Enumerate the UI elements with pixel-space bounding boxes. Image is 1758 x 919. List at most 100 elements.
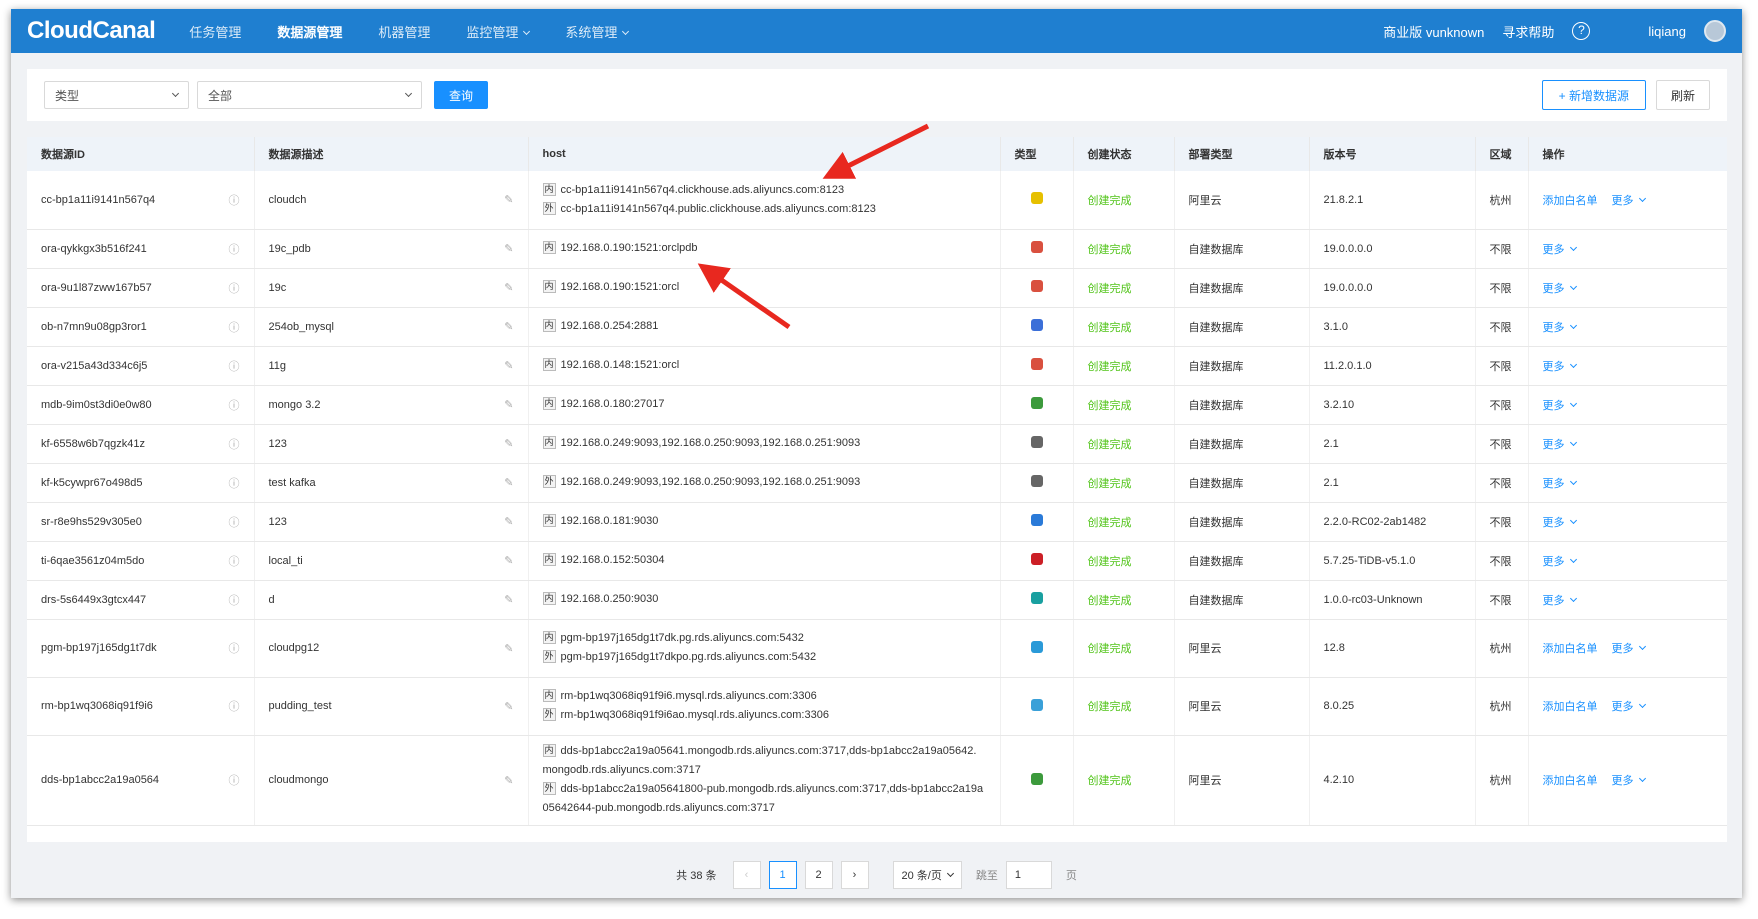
action-link[interactable]: 更多: [1543, 477, 1577, 490]
nav-item[interactable]: 系统管理: [565, 22, 630, 41]
nav-item[interactable]: 机器管理: [378, 24, 431, 40]
action-text: 更多: [1611, 701, 1634, 713]
action-link[interactable]: 更多: [1543, 321, 1577, 334]
type-icon: [1030, 640, 1043, 653]
info-icon[interactable]: ⓘ: [228, 282, 240, 295]
action-link[interactable]: 更多: [1542, 243, 1577, 256]
desc-cell: cloudch ✎: [254, 171, 529, 230]
edit-icon[interactable]: ✎: [504, 516, 514, 528]
region: 杭州: [1489, 701, 1512, 713]
help[interactable]: 寻求帮助: [1502, 24, 1555, 40]
info-icon[interactable]: ⓘ: [228, 555, 240, 568]
info-icon[interactable]: ⓘ: [228, 643, 240, 655]
query-button[interactable]: 查询: [434, 81, 489, 109]
region: 杭州: [1489, 643, 1512, 655]
action-text: 更多: [1542, 243, 1565, 256]
deploy-type: 自建数据库: [1188, 243, 1244, 256]
id-cell: cc-bp1a11i9141n567q4 ⓘ: [27, 171, 255, 230]
edit-icon[interactable]: ✎: [504, 594, 514, 606]
edit-icon[interactable]: ✎: [504, 700, 514, 713]
region-cell: 不限: [1475, 346, 1529, 386]
status: 创建完成: [1087, 243, 1132, 256]
next[interactable]: ›: [840, 861, 869, 889]
edit-icon[interactable]: ✎: [504, 477, 514, 489]
region-cell: 不限: [1475, 463, 1529, 503]
add-button[interactable]: + 新增数据源: [1541, 80, 1646, 110]
id-cell: dds-bp1abcc2a19a0564 ⓘ: [27, 735, 255, 826]
host-line: 内 dds-bp1abcc2a19a05641.mongodb.rds.aliyu…: [542, 742, 986, 780]
info-icon[interactable]: ⓘ: [228, 321, 240, 334]
host-cell: 内 pgm-bp197j165dg1t7dk.pg.rds.aliyuncs.co…: [528, 619, 1001, 678]
region: 不限: [1489, 516, 1512, 529]
info-icon[interactable]: ⓘ: [228, 399, 240, 412]
edit-icon[interactable]: ✎: [504, 555, 514, 567]
edit-icon[interactable]: ✎: [504, 194, 514, 207]
type-icon: [1030, 241, 1043, 253]
action-link[interactable]: 更多: [1611, 700, 1646, 713]
action-link[interactable]: 更多: [1612, 642, 1646, 655]
type-cell: [1000, 619, 1074, 678]
action-link[interactable]: 更多: [1612, 194, 1646, 207]
action-text: 添加白名单: [1542, 194, 1598, 207]
edit-icon[interactable]: ✎: [504, 438, 514, 450]
action-link[interactable]: 更多: [1543, 594, 1577, 607]
action-link[interactable]: 更多: [1543, 438, 1577, 451]
nav-item[interactable]: 数据源管理: [277, 24, 343, 40]
edit-icon[interactable]: ✎: [504, 642, 514, 655]
column-header: 数据源描述: [254, 137, 529, 171]
action-link[interactable]: 更多: [1543, 399, 1577, 412]
datasource-id: drs-5s6449x3gtcx447: [41, 593, 147, 606]
status: 创建完成: [1087, 701, 1132, 713]
edit-icon[interactable]: ✎: [504, 282, 514, 294]
edition: 商业版 vunknown: [1383, 24, 1485, 40]
info-icon[interactable]: ⓘ: [228, 194, 240, 207]
region: 不限: [1489, 555, 1512, 568]
info-icon[interactable]: ⓘ: [228, 243, 240, 256]
datasource-id: ora-9u1l87zww167b57: [41, 281, 152, 294]
action-link[interactable]: 添加白名单: [1543, 195, 1598, 207]
edit-icon[interactable]: ✎: [504, 399, 514, 411]
deploy-cell: 自建数据库: [1174, 229, 1310, 269]
action-link[interactable]: 添加白名单: [1543, 643, 1598, 655]
type-select[interactable]: 类型: [44, 81, 189, 109]
goto-input[interactable]: 1: [1005, 861, 1052, 889]
edit-icon[interactable]: ✎: [504, 321, 514, 333]
info-icon[interactable]: ⓘ: [228, 775, 240, 787]
logo[interactable]: CloudCanal: [27, 17, 156, 44]
host-tag: 内: [542, 592, 556, 605]
page[interactable]: 2: [804, 861, 833, 889]
info-icon[interactable]: ⓘ: [228, 360, 240, 373]
action-link[interactable]: 添加白名单: [1543, 701, 1598, 713]
action-link[interactable]: 更多: [1612, 774, 1646, 787]
edit-icon[interactable]: ✎: [504, 243, 514, 255]
host-tag: 外: [542, 708, 556, 721]
version-cell: 3.1.0: [1309, 307, 1476, 347]
action-link[interactable]: 添加白名单: [1543, 775, 1598, 787]
action-link[interactable]: 更多: [1543, 516, 1577, 529]
page-size[interactable]: 20 条/页: [892, 861, 962, 889]
action-link[interactable]: 更多: [1543, 555, 1577, 568]
host-cell: 内 192.168.0.148:1521:orcl: [528, 346, 1001, 386]
info-icon[interactable]: ⓘ: [228, 477, 240, 490]
edit-icon[interactable]: ✎: [504, 774, 514, 787]
edit-icon[interactable]: ✎: [504, 360, 514, 372]
page[interactable]: 1: [768, 861, 797, 889]
refresh-button[interactable]: 刷新: [1655, 80, 1710, 110]
all-select[interactable]: 全部: [197, 81, 422, 109]
info-icon[interactable]: ⓘ: [228, 594, 240, 607]
help-icon[interactable]: ?: [1572, 22, 1591, 40]
id-cell: kf-k5cywpr67o498d5 ⓘ: [27, 463, 255, 503]
info-icon[interactable]: ⓘ: [228, 516, 240, 529]
info-icon[interactable]: ⓘ: [228, 438, 240, 451]
info-icon[interactable]: ⓘ: [228, 701, 240, 713]
type-cell: [1000, 307, 1074, 347]
action-link[interactable]: 更多: [1543, 360, 1577, 373]
status: 创建完成: [1087, 477, 1132, 490]
action-link[interactable]: 更多: [1543, 282, 1577, 295]
prev[interactable]: ‹: [732, 861, 761, 889]
avatar[interactable]: [1704, 20, 1726, 42]
nav-item[interactable]: 监控管理: [466, 22, 531, 41]
user[interactable]: liqiang: [1648, 23, 1686, 39]
nav-item[interactable]: 任务管理: [189, 24, 242, 40]
table-body: cc-bp1a11i9141n567q4 ⓘ cloudch ✎ 内 cc-bp1a11i…: [27, 171, 1727, 826]
